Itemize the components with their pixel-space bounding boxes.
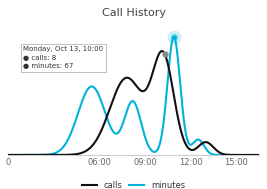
Legend: calls, minutes: calls, minutes	[79, 177, 188, 189]
Text: Monday, Oct 13, 10:00
● calls: 8
● minutes: 67: Monday, Oct 13, 10:00 ● calls: 8 ● minut…	[23, 46, 103, 69]
Title: Call History: Call History	[101, 8, 166, 18]
